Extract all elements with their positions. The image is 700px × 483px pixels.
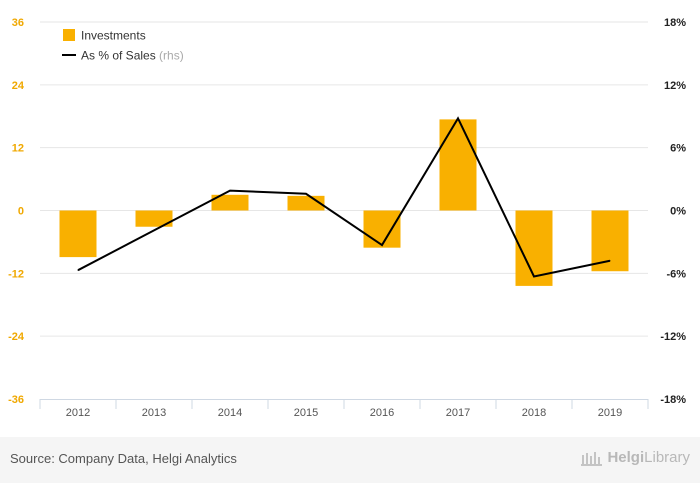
line-point [533,275,535,277]
brand-name: HelgiLibrary [607,449,690,466]
line-point [305,193,307,195]
legend-label-as-pct-of-sales: As % of Sales (rhs) [81,49,184,63]
brand-logo[interactable]: HelgiLibrary [581,449,690,466]
y-right-tick-label: -6% [666,268,686,280]
legend-swatch-investments [63,29,75,41]
y-left-tick-label: 0 [18,206,24,218]
y-right-tick-label: 6% [670,143,686,155]
y-left-tick-label: 36 [12,17,24,29]
x-tick-label: 2016 [370,407,394,419]
y-right-tick-label: 18% [664,17,686,29]
x-tick-label: 2013 [142,407,166,419]
y-right-tick-label: -18% [660,394,686,406]
x-tick-label: 2015 [294,407,318,419]
line-point [229,190,231,192]
x-tick-label: 2012 [66,407,90,419]
y-left-tick-label: -12 [8,268,24,280]
legend-label-suffix: (rhs) [159,49,184,63]
line-point [77,269,79,271]
y-right-tick-label: 12% [664,80,686,92]
y-left-tick-label: -24 [8,331,25,343]
legend-label-investments: Investments [81,29,146,43]
bar-investments [135,210,173,227]
bar-investments [363,210,401,248]
x-tick-label: 2019 [598,407,622,419]
x-tick-label: 2014 [218,407,242,419]
bar-investments [211,194,249,211]
x-tick-label: 2017 [446,407,470,419]
y-left-tick-label: 12 [12,143,24,155]
footer: Source: Company Data, Helgi Analytics He… [0,437,700,483]
line-point [457,117,459,119]
bar-investments [59,210,97,258]
bar-investments [591,210,629,272]
y-left-tick-label: -36 [8,394,24,406]
y-right-tick-label: -12% [660,331,686,343]
brand-name-part1: Helgi [607,449,645,466]
line-as-pct-of-sales [77,116,611,278]
x-tick-label: 2018 [522,407,546,419]
library-icon [581,451,603,466]
y-left-tick-label: 24 [12,80,25,92]
investments-chart: 36 24 12 0 -12 -24 -36 18% 12% 6% 0% -6% -12% -18% 201… [8,17,686,419]
line-point [153,229,155,231]
bar-investments [439,119,477,211]
source-note: Source: Company Data, Helgi Analytics [10,451,237,466]
brand-name-part2: Library [644,449,690,466]
line-point [609,260,611,262]
y-right-tick-label: 0% [670,206,686,218]
line-point [381,244,383,246]
